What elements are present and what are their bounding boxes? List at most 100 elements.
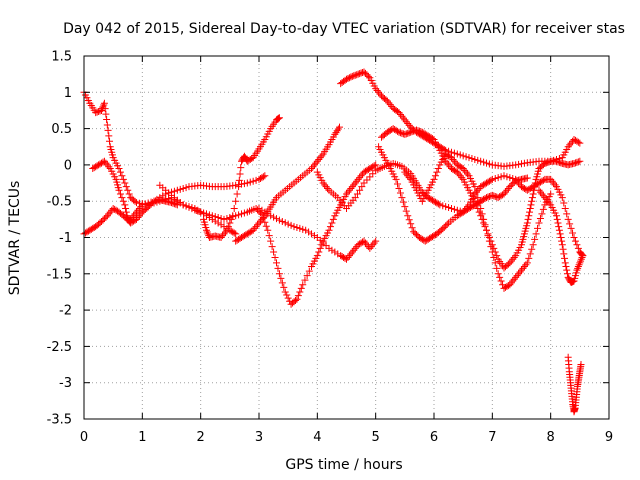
data-point-marker xyxy=(334,250,342,258)
data-point-marker xyxy=(299,225,307,233)
data-point-marker xyxy=(309,163,317,171)
data-point-marker xyxy=(146,202,154,210)
data-point-marker xyxy=(395,128,403,136)
data-point-marker xyxy=(481,194,489,202)
data-point-marker xyxy=(564,215,572,223)
data-point-marker xyxy=(404,172,412,180)
data-point-marker xyxy=(286,297,294,305)
data-point-marker xyxy=(99,216,107,224)
data-point-marker xyxy=(100,101,108,109)
data-point-marker xyxy=(503,186,511,194)
data-point-marker xyxy=(480,215,488,223)
data-point-marker xyxy=(354,70,362,78)
data-point-marker xyxy=(347,250,355,258)
data-point-marker xyxy=(490,253,498,261)
data-point-marker xyxy=(134,206,142,214)
data-point-marker xyxy=(531,179,539,187)
data-point-marker xyxy=(528,194,536,202)
data-point-marker xyxy=(258,206,266,214)
data-point-marker xyxy=(570,234,578,241)
data-point-marker xyxy=(459,165,467,173)
data-point-marker xyxy=(500,284,508,292)
data-point-marker xyxy=(483,179,490,187)
data-point-marker xyxy=(299,281,307,289)
data-point-marker xyxy=(361,167,369,175)
data-point-marker xyxy=(433,168,441,176)
data-point-marker xyxy=(567,224,575,232)
data-point-marker xyxy=(313,252,321,260)
data-point-marker xyxy=(424,194,432,202)
data-point-marker xyxy=(563,210,571,218)
data-point-marker xyxy=(170,200,178,208)
data-point-marker xyxy=(504,184,512,192)
plot-frame xyxy=(83,55,610,420)
data-point-marker xyxy=(105,132,113,140)
data-point-marker xyxy=(544,197,552,205)
data-point-marker xyxy=(481,180,489,188)
data-point-marker xyxy=(539,161,547,169)
y-tick-label: -0.5 xyxy=(47,195,72,210)
data-point-marker xyxy=(561,259,569,267)
data-point-marker xyxy=(571,237,579,245)
data-point-marker xyxy=(367,164,375,172)
data-point-marker xyxy=(96,160,104,168)
data-point-marker xyxy=(500,190,508,198)
data-point-marker xyxy=(487,176,495,184)
data-point-marker xyxy=(115,165,123,173)
data-point-marker xyxy=(402,118,410,126)
data-point-marker xyxy=(551,181,559,189)
data-point-marker xyxy=(217,214,225,222)
data-point-marker xyxy=(547,190,555,198)
data-point-marker xyxy=(137,210,145,218)
data-point-marker xyxy=(556,230,564,238)
y-axis-label: SDTVAR / TECUs xyxy=(7,181,23,296)
data-point-marker xyxy=(538,190,546,198)
data-point-marker xyxy=(407,220,415,228)
data-point-marker xyxy=(252,223,260,231)
data-point-marker xyxy=(182,202,190,210)
data-point-marker xyxy=(427,195,435,203)
data-point-marker xyxy=(383,128,391,136)
data-point-marker xyxy=(456,172,464,180)
data-point-marker xyxy=(274,264,282,272)
data-point-marker xyxy=(321,181,329,189)
data-point-marker xyxy=(217,221,225,229)
data-point-marker xyxy=(528,197,536,205)
data-point-marker xyxy=(536,188,544,196)
series-track-4 xyxy=(156,161,380,308)
data-point-marker xyxy=(442,222,450,230)
data-point-marker xyxy=(254,221,262,229)
data-point-marker xyxy=(281,288,289,296)
data-point-marker xyxy=(535,219,543,227)
data-point-marker xyxy=(466,204,474,212)
x-tick-label: 1 xyxy=(138,430,146,445)
data-point-marker xyxy=(268,243,276,251)
data-point-marker xyxy=(449,165,457,173)
data-point-marker xyxy=(491,175,499,183)
data-point-marker xyxy=(417,234,425,242)
data-point-marker xyxy=(439,202,447,210)
data-point-marker xyxy=(576,157,584,165)
data-point-marker xyxy=(267,212,275,220)
data-point-marker xyxy=(443,220,451,228)
data-point-marker xyxy=(426,234,434,242)
data-point-marker xyxy=(488,241,496,249)
data-point-marker xyxy=(391,126,399,134)
data-point-marker xyxy=(369,170,377,178)
data-point-marker xyxy=(532,230,540,238)
data-point-marker xyxy=(485,177,493,185)
data-point-marker xyxy=(357,172,365,180)
y-tick-labels: -3.5 -3 -2.5 -2 -1.5 -1 -0.5 0 0.5 1 1.5 xyxy=(47,50,72,428)
data-point-marker xyxy=(443,159,451,167)
data-point-marker xyxy=(103,121,111,129)
data-point-marker xyxy=(316,244,324,252)
data-point-marker xyxy=(217,234,225,241)
data-point-marker xyxy=(315,248,323,256)
data-point-marker xyxy=(484,232,492,240)
data-point-marker xyxy=(516,268,524,276)
data-point-marker xyxy=(86,226,94,234)
data-point-marker xyxy=(520,159,528,167)
data-point-marker xyxy=(341,76,349,84)
data-point-marker xyxy=(453,161,461,169)
data-point-marker xyxy=(281,219,289,227)
